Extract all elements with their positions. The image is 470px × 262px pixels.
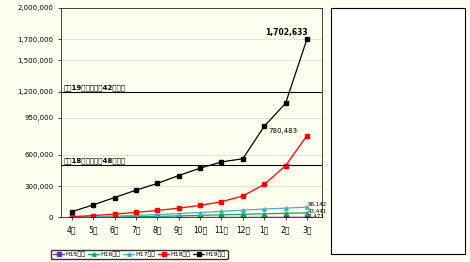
- H16年度: [112, 215, 118, 219]
- H18年度: [112, 212, 118, 216]
- H18年度: [240, 194, 246, 198]
- Text: 平成15年度
        1，473件: 平成15年度 1，473件: [336, 217, 384, 239]
- H16年度: [304, 211, 310, 215]
- Line: H17年度: H17年度: [70, 205, 309, 219]
- H15年度: [69, 216, 75, 219]
- H19年度: [155, 182, 160, 185]
- H17年度: [283, 206, 289, 210]
- H17年度: [112, 215, 118, 218]
- H16年度: [261, 212, 267, 215]
- Line: H16年度: H16年度: [70, 211, 309, 219]
- H17年度: [304, 206, 310, 209]
- H15年度: [219, 216, 224, 219]
- H17年度: [261, 208, 267, 211]
- H18年度: [176, 206, 181, 210]
- H18年度: [90, 214, 96, 217]
- H17年度: [219, 210, 224, 213]
- H19年度: [304, 37, 310, 41]
- H17年度: [176, 212, 181, 215]
- H16年度: [240, 213, 246, 216]
- Text: 98,142: 98,142: [308, 202, 327, 207]
- H17年度: [69, 216, 75, 219]
- H17年度: [155, 213, 160, 216]
- H19年度: [283, 102, 289, 105]
- H18年度: [219, 200, 224, 203]
- H17年度: [90, 215, 96, 218]
- Line: H18年度: H18年度: [70, 134, 309, 219]
- H15年度: [90, 216, 96, 219]
- H15年度: [304, 216, 310, 219]
- H18年度: [261, 183, 267, 186]
- H15年度: [283, 216, 289, 219]
- Text: 平成16年度
    43，441件: 平成16年度 43，441件: [336, 167, 379, 189]
- H19年度: [240, 157, 246, 160]
- Text: 43,441: 43,441: [308, 209, 327, 214]
- H18年度: [304, 134, 310, 137]
- H18年度: [155, 209, 160, 212]
- H15年度: [133, 216, 139, 219]
- H15年度: [240, 216, 246, 219]
- H16年度: [197, 214, 203, 217]
- H16年度: [155, 215, 160, 218]
- Legend: H15年度, H16年度, H17年度, H18年度, H19年度: H15年度, H16年度, H17年度, H18年度, H19年度: [51, 250, 227, 259]
- H15年度: [197, 216, 203, 219]
- H17年度: [240, 209, 246, 212]
- Text: 平成19年度
1，702，633件: 平成19年度 1，702，633件: [336, 23, 384, 45]
- Text: 平成19年度目標（42手続）: 平成19年度目標（42手続）: [64, 84, 125, 91]
- Text: 平成18年度目標（48手続）: 平成18年度目標（48手続）: [64, 158, 126, 164]
- H19年度: [219, 160, 224, 163]
- Text: 1,473: 1,473: [308, 214, 324, 219]
- H19年度: [197, 167, 203, 170]
- H16年度: [90, 216, 96, 219]
- H16年度: [133, 215, 139, 218]
- Line: H19年度: H19年度: [70, 37, 309, 214]
- H18年度: [69, 215, 75, 218]
- Text: 平成18年度
  780，483件: 平成18年度 780，483件: [336, 73, 379, 95]
- H15年度: [155, 216, 160, 219]
- H19年度: [176, 174, 181, 177]
- H16年度: [69, 216, 75, 219]
- H18年度: [133, 211, 139, 214]
- Line: H15年度: H15年度: [70, 216, 309, 219]
- H19年度: [261, 125, 267, 128]
- H15年度: [261, 216, 267, 219]
- H19年度: [90, 203, 96, 206]
- H19年度: [112, 196, 118, 199]
- H17年度: [197, 211, 203, 214]
- H19年度: [133, 189, 139, 192]
- H15年度: [112, 216, 118, 219]
- H17年度: [133, 214, 139, 217]
- H15年度: [176, 216, 181, 219]
- Text: 1,702,633: 1,702,633: [266, 28, 308, 37]
- Text: 平成17年度
    98，142件: 平成17年度 98，142件: [336, 120, 379, 142]
- H18年度: [283, 164, 289, 167]
- H16年度: [176, 214, 181, 217]
- H19年度: [69, 210, 75, 213]
- Text: 780,483: 780,483: [268, 128, 297, 134]
- H16年度: [219, 213, 224, 216]
- H16年度: [283, 212, 289, 215]
- H18年度: [197, 204, 203, 207]
